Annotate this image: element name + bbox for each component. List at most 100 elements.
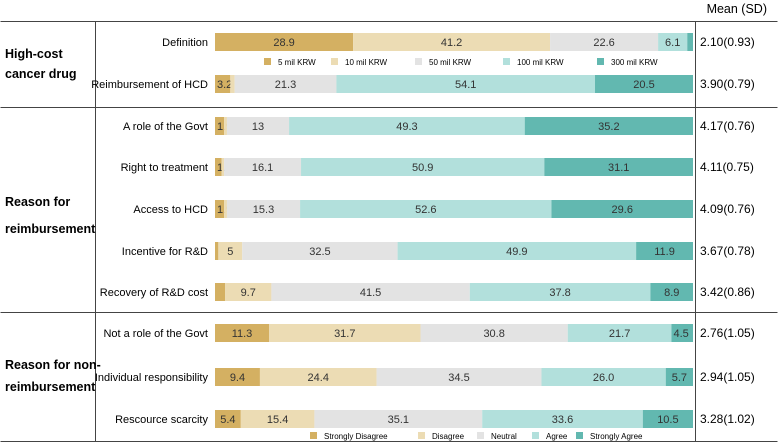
mean-value: 2.94(1.05) [700, 370, 755, 384]
bar-segment [687, 33, 693, 51]
row-label-not-a-role-of-the-govt: Not a role of the Govt [103, 328, 208, 340]
data-label: 10.5 [657, 414, 678, 426]
bar-segment [259, 368, 377, 386]
data-label: 21.7 [609, 328, 630, 340]
mean-value: 4.17(0.76) [700, 119, 755, 133]
bar-segment [665, 368, 693, 386]
data-label: 22.6 [593, 37, 614, 49]
legend-top: 5 mil KRW 10 mil KRW 50 mil KRW 100 mil KRW… [264, 58, 658, 67]
bar-segment [215, 200, 225, 218]
data-label: 29.6 [612, 204, 633, 216]
data-label: 28.9 [273, 37, 294, 49]
row-label-right-to-treatment: Right to treatment [121, 162, 208, 174]
bars-layer: Definition 28.9 41.2 22.6 6.1 2.10(0.93) Reimb… [91, 33, 755, 428]
bar-segment [300, 200, 552, 218]
legend-swatch [310, 432, 317, 439]
row-label-access-to-hcd: Access to HCD [133, 204, 208, 216]
mean-value: 4.11(0.75) [700, 160, 754, 174]
row-label-recovery-of-r-d-cost: Recovery of R&D cost [100, 287, 208, 299]
bar-segment [524, 117, 693, 135]
data-label: 24.4 [308, 372, 329, 384]
data-label: 9.4 [230, 372, 245, 384]
bar-segment [242, 242, 398, 260]
legend-swatch [264, 58, 271, 65]
mean-value: 3.90(0.79) [700, 77, 755, 91]
table-frame [0, 21, 778, 442]
data-label: 4.5 [673, 328, 688, 340]
legend-label: 5 mil KRW [278, 58, 316, 67]
bar-segment [221, 158, 225, 176]
legend-swatch [576, 432, 583, 439]
bar-segment [226, 200, 301, 218]
bar-segment [420, 324, 568, 342]
bar-segment [226, 117, 290, 135]
bar-segment [636, 242, 693, 260]
data-label: 30.8 [483, 328, 504, 340]
data-label: 41.2 [441, 37, 462, 49]
bar-segment [240, 410, 315, 428]
data-label: 15.4 [267, 414, 288, 426]
bar-segment [218, 242, 243, 260]
legend-label: 100 mil KRW [517, 58, 564, 67]
row-label-definition: Definition [162, 37, 208, 49]
data-label: 8.9 [664, 287, 679, 299]
row-label-individual-responsibility: Individual responsibility [95, 372, 209, 384]
data-label: 35.2 [598, 121, 619, 133]
row-label-incentive-for-r-d: Incentive for R&D [122, 246, 208, 258]
bar-segment [224, 200, 227, 218]
data-label: 52.6 [415, 204, 436, 216]
data-label: 35.1 [388, 414, 409, 426]
mean-value: 4.09(0.76) [700, 202, 755, 216]
bar-segment [567, 324, 672, 342]
bar-segment [482, 410, 643, 428]
legend-label: Strongly Disagree [324, 432, 388, 441]
legend-label: 300 mil KRW [611, 58, 658, 67]
bar-segment [642, 410, 693, 428]
legend-label: 50 mil KRW [429, 58, 472, 67]
legend-swatch [418, 432, 425, 439]
bar-segment [215, 368, 260, 386]
bar-segment [215, 75, 231, 93]
mean-value: 2.76(1.05) [700, 326, 755, 340]
bar-segment [658, 33, 688, 51]
legend-swatch [503, 58, 510, 65]
group-label-high-cost-cancer-drug: High-cost cancer drug [5, 47, 77, 81]
data-label: 3.2 [217, 79, 232, 91]
legend-label: Strongly Agree [590, 432, 643, 441]
data-label: 20.5 [633, 79, 654, 91]
data-label: 21.3 [275, 79, 296, 91]
bar-segment [230, 75, 235, 93]
data-label: 5.4 [220, 414, 235, 426]
legend-label: Agree [546, 432, 568, 441]
bar-segment [336, 75, 596, 93]
data-label: 31.7 [334, 328, 355, 340]
legend-label: Disagree [432, 432, 465, 441]
data-label: 5.7 [672, 372, 687, 384]
legend-label: Neutral [491, 432, 517, 441]
data-label: 41.5 [360, 287, 381, 299]
legend-swatch [597, 58, 604, 65]
bar-segment [650, 283, 693, 301]
data-label: 33.6 [552, 414, 573, 426]
data-label: 37.8 [549, 287, 570, 299]
data-label: 9.7 [241, 287, 256, 299]
bar-segment [215, 283, 226, 301]
legend-swatch [331, 58, 338, 65]
legend-bottom: Strongly Disagree Disagree Neutral Agree Str… [310, 432, 643, 441]
bar-segment [289, 117, 525, 135]
bar-segment [215, 158, 222, 176]
bar-segment [224, 158, 302, 176]
bar-segment [215, 242, 219, 260]
bar-segment [469, 283, 651, 301]
data-label: 31.1 [608, 162, 629, 174]
data-label: 32.5 [309, 246, 330, 258]
data-label: 49.3 [396, 121, 417, 133]
bar-segment [224, 117, 227, 135]
bar-segment [271, 283, 470, 301]
data-label: 13 [252, 121, 264, 133]
bar-segment [595, 75, 693, 93]
bar-segment [314, 410, 483, 428]
bar-segment [215, 33, 354, 51]
bar-segment [551, 200, 693, 218]
